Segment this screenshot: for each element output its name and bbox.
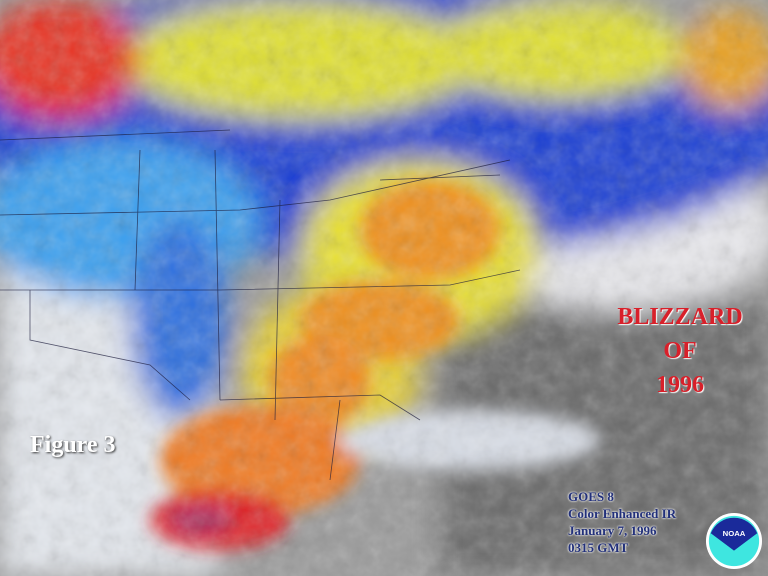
noaa-logo: NOAA: [705, 512, 763, 570]
image-info: GOES 8 Color Enhanced IR January 7, 1996…: [568, 488, 676, 556]
noaa-logo-text: NOAA: [723, 529, 746, 538]
title-line: BLIZZARD: [617, 304, 743, 330]
image-time: 0315 GMT: [568, 540, 629, 555]
satellite-name: GOES 8: [568, 489, 614, 504]
title-line: OF: [663, 338, 697, 364]
figure-label: Figure 3: [30, 432, 116, 458]
product-name: Color Enhanced IR: [568, 506, 677, 521]
image-date: January 7, 1996: [568, 523, 657, 538]
title-line: 1996: [656, 372, 704, 398]
title-text: BLIZZARD OF 1996: [600, 300, 760, 402]
state-boundaries: [0, 129, 521, 481]
